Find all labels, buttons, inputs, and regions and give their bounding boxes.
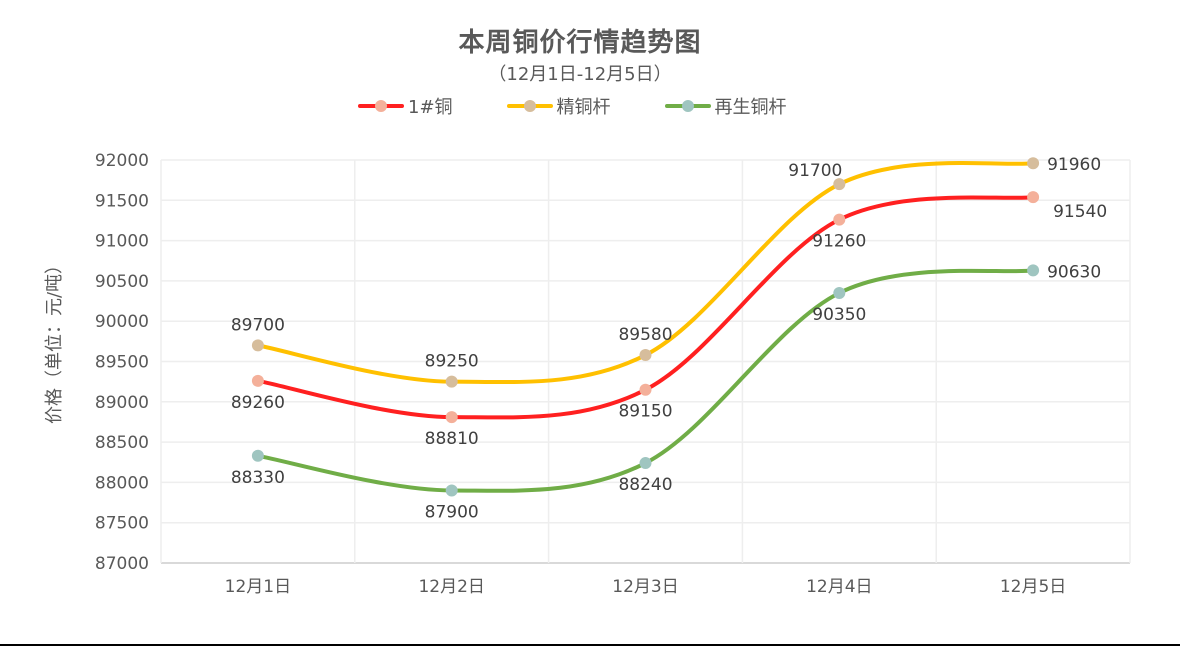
data-point-marker[interactable] bbox=[833, 213, 846, 226]
legend-label: 1#铜 bbox=[408, 97, 453, 118]
data-label: 90350 bbox=[812, 305, 866, 325]
legend-marker-icon bbox=[358, 100, 404, 112]
data-label: 91960 bbox=[1047, 155, 1101, 175]
data-point-marker[interactable] bbox=[1027, 264, 1040, 277]
data-label: 89250 bbox=[425, 352, 479, 372]
legend-marker-icon bbox=[506, 100, 553, 112]
data-label: 91700 bbox=[788, 161, 842, 181]
data-label: 88810 bbox=[425, 429, 479, 449]
data-point-marker[interactable] bbox=[639, 349, 652, 362]
x-axis-ticks: 12月1日 12月2日 12月3日 12月4日 12月5日 bbox=[225, 577, 1067, 597]
data-point-marker[interactable] bbox=[639, 383, 652, 396]
legend-item-copper[interactable]: 1#铜 bbox=[358, 93, 453, 119]
data-labels: 89260 88810 89150 91260 91540 89700 89250 89580… bbox=[231, 155, 1107, 522]
legend-marker-icon bbox=[664, 100, 711, 112]
data-point-marker[interactable] bbox=[445, 411, 458, 424]
y-tick-label: 92000 bbox=[95, 151, 149, 171]
y-tick-label: 89500 bbox=[95, 353, 149, 373]
bottom-border bbox=[0, 644, 1180, 646]
data-point-marker[interactable] bbox=[445, 484, 458, 497]
x-tick-label: 12月4日 bbox=[806, 577, 872, 597]
x-tick-label: 12月2日 bbox=[418, 577, 484, 597]
series-lines bbox=[251, 157, 1040, 497]
y-tick-label: 87000 bbox=[95, 554, 149, 574]
y-tick-label: 87500 bbox=[95, 514, 149, 534]
chart-subtitle: （12月1日-12月5日） bbox=[488, 64, 672, 85]
legend-item-recycled-rod[interactable]: 再生铜杆 bbox=[664, 93, 787, 119]
data-label: 89580 bbox=[618, 325, 672, 345]
y-tick-label: 89000 bbox=[95, 393, 149, 413]
data-label: 90630 bbox=[1047, 262, 1101, 282]
legend-item-refined-rod[interactable]: 精铜杆 bbox=[506, 93, 611, 119]
data-point-marker[interactable] bbox=[251, 339, 264, 352]
chart-title: 本周铜价行情趋势图 bbox=[458, 28, 702, 58]
x-tick-label: 12月3日 bbox=[612, 577, 678, 597]
data-point-marker[interactable] bbox=[833, 178, 846, 191]
gridlines bbox=[160, 159, 1131, 564]
legend-label: 精铜杆 bbox=[556, 97, 611, 118]
data-point-marker[interactable] bbox=[833, 286, 846, 299]
data-point-marker[interactable] bbox=[251, 449, 264, 462]
data-point-marker[interactable] bbox=[1027, 157, 1040, 170]
y-tick-label: 91000 bbox=[95, 232, 149, 252]
data-label: 89150 bbox=[618, 402, 672, 422]
y-tick-label: 88500 bbox=[95, 433, 149, 453]
x-tick-label: 12月1日 bbox=[225, 577, 291, 597]
y-tick-label: 91500 bbox=[95, 191, 149, 211]
y-tick-label: 88000 bbox=[95, 473, 149, 493]
y-tick-label: 90000 bbox=[95, 312, 149, 332]
x-tick-label: 12月5日 bbox=[1000, 577, 1066, 597]
legend: 1#铜 精铜杆 再生铜杆 bbox=[358, 93, 841, 119]
data-label: 88330 bbox=[231, 468, 285, 488]
data-point-marker[interactable] bbox=[445, 375, 458, 388]
data-point-marker[interactable] bbox=[251, 374, 264, 387]
data-point-marker[interactable] bbox=[639, 457, 652, 470]
data-label: 91260 bbox=[812, 232, 866, 252]
data-label: 88240 bbox=[618, 475, 672, 495]
legend-label: 再生铜杆 bbox=[714, 97, 787, 118]
y-tick-label: 90500 bbox=[95, 272, 149, 292]
data-point-marker[interactable] bbox=[1027, 191, 1040, 204]
data-label: 89700 bbox=[231, 315, 285, 335]
data-label: 87900 bbox=[425, 502, 479, 522]
data-label: 91540 bbox=[1053, 202, 1107, 222]
y-axis-ticks: 87000 87500 88000 88500 89000 89500 90000 90500… bbox=[95, 151, 149, 574]
data-label: 89260 bbox=[231, 393, 285, 413]
